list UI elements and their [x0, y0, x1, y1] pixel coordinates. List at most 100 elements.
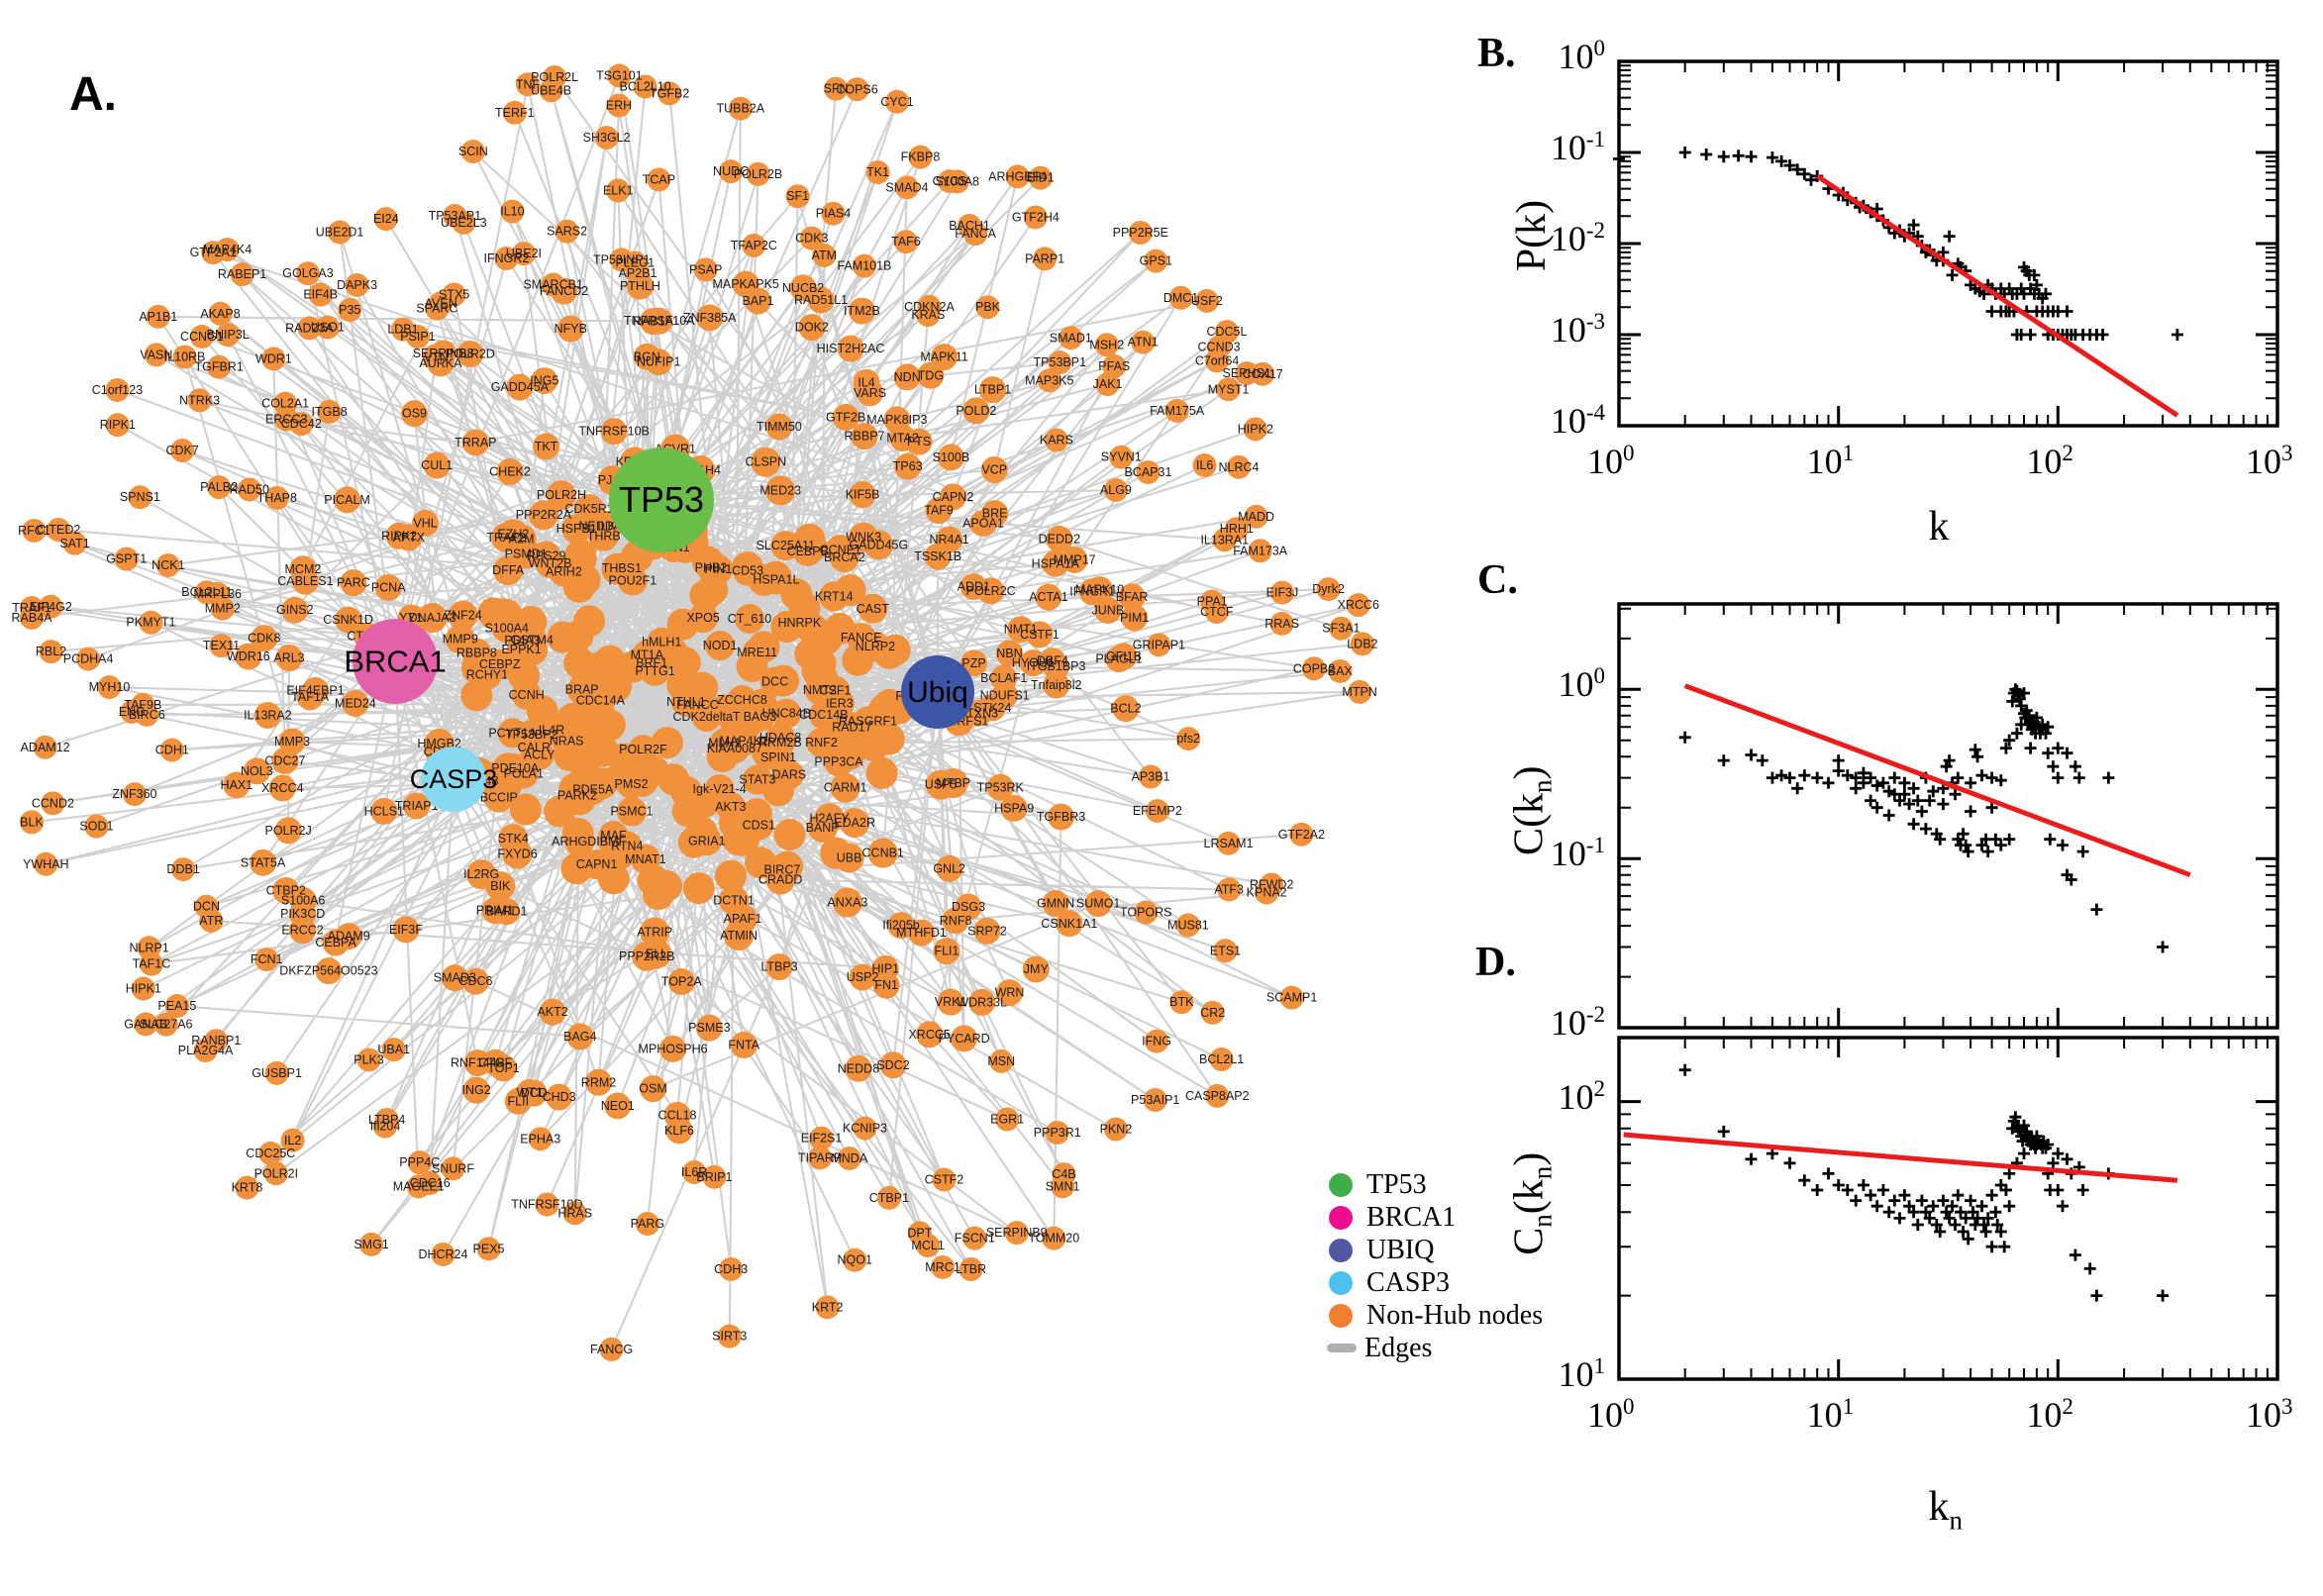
network-node [1175, 913, 1200, 938]
gene-label: MMP3 [274, 735, 310, 748]
gene-label: DDB1 [166, 862, 199, 876]
network-node [689, 579, 722, 612]
network-node [275, 645, 303, 672]
gene-label: ENG [119, 705, 146, 719]
network-node [1269, 611, 1294, 636]
gene-label: CCNG1 [180, 330, 224, 344]
network-node [837, 335, 864, 362]
gene-label: FAM173A [1233, 544, 1288, 557]
network-node [544, 795, 576, 828]
network-node [599, 1337, 624, 1361]
network-node [1216, 377, 1241, 402]
network-node [264, 485, 289, 510]
hub-node-brca1 [353, 619, 438, 704]
network-node [134, 1012, 158, 1037]
gene-label: GTF2H4 [1012, 210, 1060, 224]
gene-label: SERPINB9 [986, 1226, 1048, 1240]
network-node [646, 307, 673, 335]
network-node [811, 622, 844, 654]
gene-label: ACLY [524, 748, 556, 762]
network-node [657, 81, 682, 106]
network-node [858, 593, 888, 624]
gene-label: KIAA0087 [707, 742, 762, 755]
panel-label-c: C. [1477, 557, 1518, 603]
gene-label: MCM2 [285, 562, 322, 576]
hub-label-brca1: BRCA1 [344, 645, 446, 679]
network-node [939, 483, 966, 511]
gene-label: NMT1 [1004, 623, 1038, 637]
gene-label: pfs2 [1176, 732, 1200, 746]
plot-panel-d [1617, 1036, 2279, 1381]
gene-label: SARS2 [547, 225, 587, 239]
network-node [356, 1047, 381, 1072]
gene-label: OSM [639, 1082, 666, 1096]
network-node [1328, 658, 1353, 683]
network-node [887, 912, 915, 940]
gene-label: RAD50 [230, 482, 269, 496]
gene-label: IFNG [1142, 1035, 1171, 1048]
plot-frame [1617, 1036, 2279, 1381]
gene-label: STAT5A [241, 855, 286, 869]
gene-label: RTN4 [611, 839, 643, 852]
network-node [808, 1146, 833, 1170]
legend-label: UBIQ [1366, 1234, 1435, 1265]
gene-label: USP5 [925, 778, 958, 792]
network-node [531, 541, 561, 571]
network-node [528, 500, 558, 531]
gene-label: S100A8 [936, 174, 980, 188]
network-node [374, 1107, 399, 1132]
gene-label: TRAF1 [12, 601, 51, 615]
gene-label: ETS1 [1210, 944, 1241, 957]
gene-label: AKAP8 [200, 307, 240, 321]
network-node [905, 428, 933, 455]
network-node [1094, 597, 1122, 625]
gene-label: TNFRSF10A [624, 314, 695, 328]
gene-label: MAPK11 [920, 350, 967, 364]
gene-label: CCND2 [32, 796, 74, 810]
plot-panel-c [1617, 602, 2279, 1030]
network-node [476, 1237, 501, 1261]
network-node [995, 1107, 1020, 1132]
network-node [1194, 288, 1219, 313]
gene-label: CDC42 [281, 417, 322, 431]
gene-label: SPARC [416, 302, 457, 316]
gene-label: RAB1A [633, 315, 674, 329]
gene-label: BCL2L1 [1199, 1052, 1244, 1066]
network-node [960, 573, 987, 601]
network-node [607, 63, 632, 88]
network-node [460, 651, 493, 684]
network-node [84, 814, 109, 839]
gene-label: ZCCHC8 [717, 693, 767, 707]
network-node [667, 968, 695, 996]
gene-label: MNAT1 [625, 852, 665, 866]
network-node [852, 253, 876, 278]
gene-label: CCL18 [658, 1108, 697, 1122]
network-node [41, 791, 65, 816]
gene-label: MTPN [1342, 685, 1376, 699]
network-node [153, 1012, 178, 1037]
gene-label: PYCARD [939, 1032, 990, 1046]
network-node [916, 303, 941, 328]
gene-label: STK4 [498, 832, 529, 846]
gene-label: ZNF385A [683, 311, 737, 325]
network-node [908, 919, 936, 947]
gene-label: NEO1 [601, 1099, 635, 1113]
gene-label: PSME3 [688, 1021, 730, 1035]
gene-label: HSPA1A [1032, 556, 1080, 570]
gene-label: Ifi204 [370, 1120, 401, 1134]
network-node [851, 423, 878, 450]
gene-label: HIP1 [871, 961, 899, 975]
legend-label: Non-Hub nodes [1366, 1299, 1544, 1331]
gene-label: MRE11 [737, 646, 777, 659]
gene-label: LTBP4 [368, 1113, 405, 1127]
network-node [845, 77, 869, 102]
network-node [359, 1232, 384, 1256]
network-node [671, 795, 704, 828]
network-node [251, 625, 278, 652]
gene-label: CTBP1 [869, 1191, 909, 1205]
gene-label: IL2 [284, 1134, 301, 1147]
network-node [1346, 593, 1370, 618]
gene-label: CDK3 [795, 232, 828, 246]
network-node [705, 630, 736, 660]
gene-label: TP63 [893, 459, 923, 473]
